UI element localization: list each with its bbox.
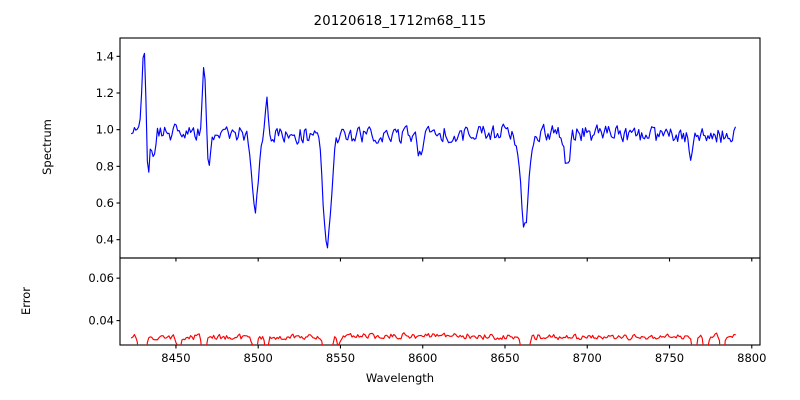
y-tick-label: 0.8 xyxy=(96,159,114,173)
x-tick-label: 8800 xyxy=(737,351,766,365)
y-tick-label: 1.0 xyxy=(96,123,114,137)
x-tick-label: 8650 xyxy=(490,351,519,365)
panel-frame xyxy=(119,257,761,346)
panel-frame xyxy=(119,37,761,259)
y-tick-label: 0.4 xyxy=(96,233,114,247)
y-tick-label: 0.6 xyxy=(96,196,114,210)
y-tick-label: 1.4 xyxy=(96,49,114,63)
x-tick-label: 8450 xyxy=(161,351,190,365)
error-panel: 0.04 0.06 8450 8500 8550 8600 8650 8700 8750 8800 xyxy=(88,257,766,365)
spectrum-panel: 0.4 0.6 0.8 1.0 1.2 1.4 xyxy=(96,37,761,262)
x-tick-label: 8500 xyxy=(244,351,273,365)
y-tick-label: 0.04 xyxy=(88,314,114,328)
x-tick-label: 8600 xyxy=(408,351,437,365)
x-tick-label: 8750 xyxy=(655,351,684,365)
x-axis-label: Wavelength xyxy=(365,371,435,385)
x-tick-label: 8550 xyxy=(326,351,355,365)
x-tick-label: 8700 xyxy=(573,351,602,365)
error-data-line xyxy=(130,332,736,345)
chart-title: 20120618_1712m68_115 xyxy=(313,14,487,29)
spectrum-data-line xyxy=(130,52,736,249)
y-tick-label: 1.2 xyxy=(96,86,114,100)
y-tick-label: 0.06 xyxy=(88,271,114,285)
